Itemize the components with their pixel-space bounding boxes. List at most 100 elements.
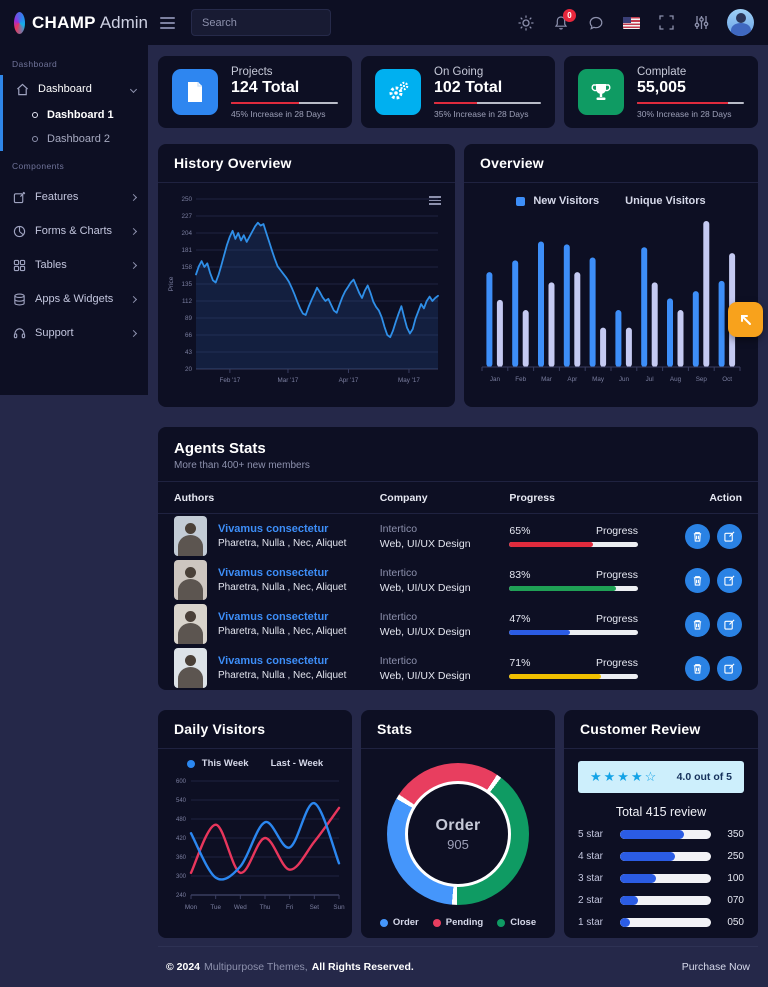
svg-text:Feb '17: Feb '17 <box>219 377 240 384</box>
file-icon <box>172 69 218 115</box>
orders-donut-chart: Order 905 <box>387 763 529 905</box>
sidebar-section-components: Components <box>12 161 65 171</box>
stat-note: 30% Increase in 28 Days <box>637 108 732 119</box>
star-tier-label: 3 star <box>578 873 604 884</box>
settings-sliders-icon[interactable] <box>692 14 710 32</box>
menu-toggle-icon[interactable] <box>160 16 175 29</box>
author-desc: Pharetra, Nulla , Nec, Aliquet <box>218 582 347 593</box>
author-name-link[interactable]: Vivamus consectetur <box>218 567 329 579</box>
brand[interactable]: CHAMP Admin <box>14 11 148 34</box>
delete-button[interactable] <box>685 611 710 637</box>
stat-value: 55,005 <box>637 78 686 96</box>
trophy-icon <box>578 69 624 115</box>
stat-progress <box>637 101 744 104</box>
sidebar-item-dashboard[interactable]: Dashboard <box>3 75 148 103</box>
progress-caption: Progress <box>595 657 638 669</box>
legend-label: This Week <box>201 758 249 769</box>
purchase-now-link[interactable]: Purchase Now <box>681 960 750 973</box>
fullscreen-icon[interactable] <box>657 14 675 32</box>
svg-text:89: 89 <box>185 315 193 322</box>
sidebar-item-forms-charts[interactable]: Forms & Charts <box>0 217 148 245</box>
copyright-owner: Multipurpose Themes, <box>204 960 308 973</box>
chart-action-fab[interactable] <box>728 302 763 337</box>
card-title: History Overview <box>174 155 292 171</box>
user-avatar[interactable] <box>727 9 754 36</box>
copyright-year: © 2024 <box>166 960 201 973</box>
edit-button[interactable] <box>717 523 742 549</box>
sidebar-item-dashboard-1[interactable]: Dashboard 1 <box>3 103 148 127</box>
search-input[interactable] <box>191 9 331 36</box>
svg-text:43: 43 <box>185 349 193 356</box>
table-row: Vivamus consectetur Pharetra, Nulla , Ne… <box>158 558 758 602</box>
card-title: Daily Visitors <box>174 721 266 737</box>
company-desc: Web, UI/UX Design <box>379 669 471 682</box>
stat-label: On Going <box>434 65 484 78</box>
card-title: Agents Stats <box>174 440 266 457</box>
sidebar-item-dashboard-2[interactable]: Dashboard 2 <box>3 127 148 151</box>
author-desc: Pharetra, Nulla , Nec, Aliquet <box>218 670 347 681</box>
table-row: Vivamus consectetur Pharetra, Nulla , Ne… <box>158 602 758 646</box>
daily-legend: This Week Last - Week <box>158 749 352 769</box>
daily-visitors-card: Daily Visitors This Week Last - Week 600… <box>158 710 352 938</box>
stat-note: 35% Increase in 28 Days <box>434 108 529 119</box>
svg-text:Set: Set <box>310 904 320 911</box>
delete-button[interactable] <box>685 567 710 593</box>
star-rating-icons: ★★★★☆ <box>590 769 659 784</box>
messages-icon[interactable] <box>587 14 605 32</box>
delete-button[interactable] <box>685 655 710 681</box>
legend-label: New Visitors <box>533 195 600 207</box>
brand-suffix: Admin <box>99 12 148 32</box>
author-name-link[interactable]: Vivamus consectetur <box>218 523 329 535</box>
daily-line-chart: 600 540 480 420 360 300 240 Mon Tue Wed Thu Fri Set S… <box>176 779 345 911</box>
card-subtitle: More than 400+ new members <box>174 460 310 471</box>
edit-button[interactable] <box>717 567 742 593</box>
donut-legend: Order Pending Close <box>379 917 536 928</box>
stat-value: 102 Total <box>434 78 503 96</box>
theme-toggle-icon[interactable] <box>517 14 535 32</box>
svg-text:181: 181 <box>181 247 192 254</box>
review-count: 100 <box>727 873 744 884</box>
svg-text:May '17: May '17 <box>398 377 420 384</box>
star-tier-label: 4 star <box>578 851 604 862</box>
nav-label: Features <box>35 191 79 203</box>
svg-text:540: 540 <box>176 798 187 804</box>
delete-button[interactable] <box>685 523 710 549</box>
author-name-link[interactable]: Vivamus consectetur <box>218 655 329 667</box>
edit-button[interactable] <box>717 611 742 637</box>
gears-icon <box>375 69 421 115</box>
svg-text:420: 420 <box>176 836 187 842</box>
notifications-bell-icon[interactable]: 0 <box>552 8 576 32</box>
sidebar-item-apps-widgets[interactable]: Apps & Widgets <box>0 285 148 313</box>
stat-card-ongoing: On Going 102 Total 35% Increase in 28 Da… <box>361 56 555 128</box>
grid-icon <box>12 258 26 272</box>
svg-text:112: 112 <box>182 298 193 305</box>
stat-progress <box>434 101 541 104</box>
column-action: Action <box>709 491 742 504</box>
overview-legend: New Visitors Unique Visitors <box>464 183 758 209</box>
company-desc: Web, UI/UX Design <box>379 537 471 550</box>
svg-text:Sep: Sep <box>696 376 708 383</box>
sidebar-item-tables[interactable]: Tables <box>0 251 148 279</box>
svg-text:600: 600 <box>176 779 187 785</box>
history-overview-card: History Overview 250 227 204 181 158 135 112 89… <box>158 144 455 407</box>
svg-text:Oct: Oct <box>722 376 732 383</box>
review-total: Total 415 review <box>615 805 707 819</box>
sidebar-item-label: Dashboard <box>38 83 92 95</box>
svg-text:Fri: Fri <box>286 904 293 911</box>
stat-progress <box>231 101 338 104</box>
review-count: 070 <box>727 895 744 906</box>
author-name-link[interactable]: Vivamus consectetur <box>218 611 329 623</box>
language-flag-icon[interactable] <box>622 14 640 32</box>
chart-menu-icon[interactable] <box>429 196 441 205</box>
database-icon <box>12 292 26 306</box>
legend-label: Unique Visitors <box>625 195 706 207</box>
svg-text:Wed: Wed <box>234 904 247 911</box>
sidebar-item-features[interactable]: Features <box>0 183 148 211</box>
chevron-right-icon <box>129 193 138 201</box>
sidebar-item-support[interactable]: Support <box>0 319 148 347</box>
svg-text:Apr '17: Apr '17 <box>339 377 359 384</box>
svg-text:Price: Price <box>168 276 175 291</box>
star-tier-label: 5 star <box>578 829 604 840</box>
edit-button[interactable] <box>717 655 742 681</box>
